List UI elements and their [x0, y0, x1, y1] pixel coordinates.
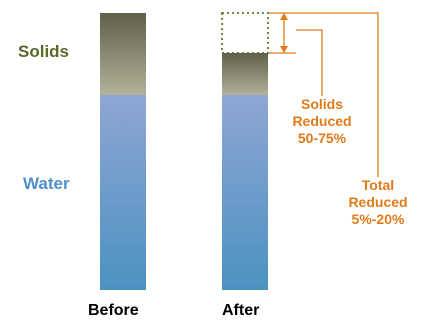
total-reduced-line1: Total [361, 177, 395, 193]
after-water-layer [222, 95, 268, 290]
total-reduced-annotation: Total Reduced 5%-20% [334, 177, 422, 228]
before-solids-layer [100, 13, 146, 95]
reduction-brackets [269, 12, 379, 177]
solids-reduced-line1: Solids [300, 96, 343, 112]
total-reduced-line2: Reduced [348, 194, 408, 210]
total-reduced-line3: 5%-20% [351, 211, 405, 227]
after-label: After [222, 302, 260, 319]
solids-label: Solids [18, 42, 70, 61]
solids-reduced-line3: 50-75% [297, 130, 347, 146]
before-water-layer [100, 95, 146, 290]
removed-solids-outline [221, 12, 269, 54]
solids-reduced-line2: Reduced [292, 113, 352, 129]
after-solids-layer [222, 53, 268, 95]
before-label: Before [88, 302, 139, 319]
solids-reduced-annotation: Solids Reduced 50-75% [285, 96, 359, 147]
water-label: Water [23, 174, 70, 193]
